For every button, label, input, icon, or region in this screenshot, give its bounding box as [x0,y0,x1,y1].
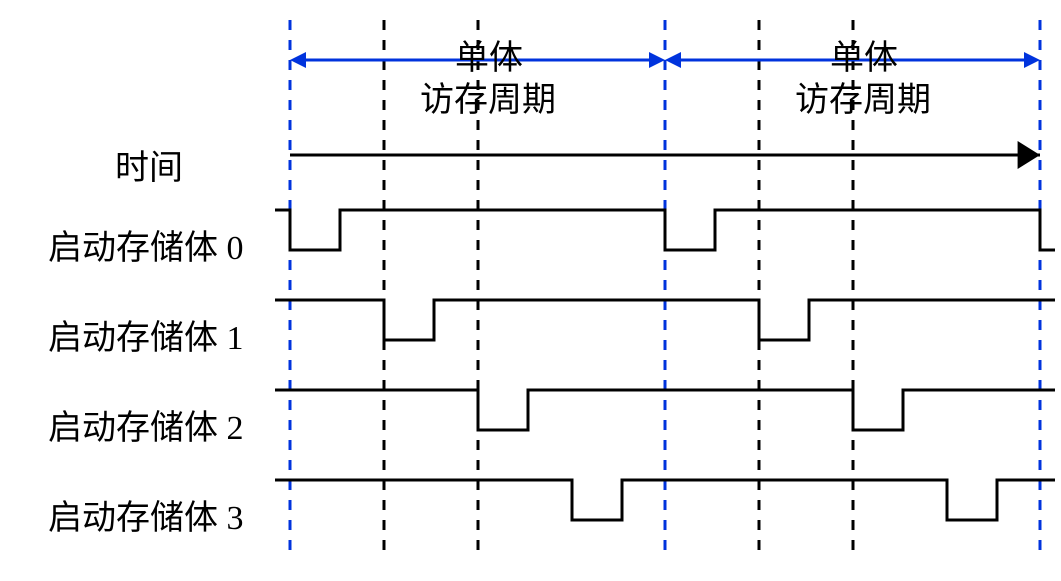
label-time: 时间 [115,140,183,189]
label-bank-0: 启动存储体 0 [48,220,244,269]
period-arrow-left-1 [665,52,681,68]
period-arrow-right-0 [649,52,665,68]
label-bank-1: 启动存储体 1 [48,310,244,359]
period-arrow-left-0 [290,52,306,68]
label-period-2-line-2: 访存周期 [795,72,931,121]
label-bank-3: 启动存储体 3 [48,490,244,539]
label-period-1-line-2: 访存周期 [420,72,556,121]
time-axis-arrowhead-icon [1018,141,1040,169]
label-bank-2: 启动存储体 2 [48,400,244,449]
period-arrow-right-1 [1024,52,1040,68]
waveform-bank-0 [275,210,1055,250]
